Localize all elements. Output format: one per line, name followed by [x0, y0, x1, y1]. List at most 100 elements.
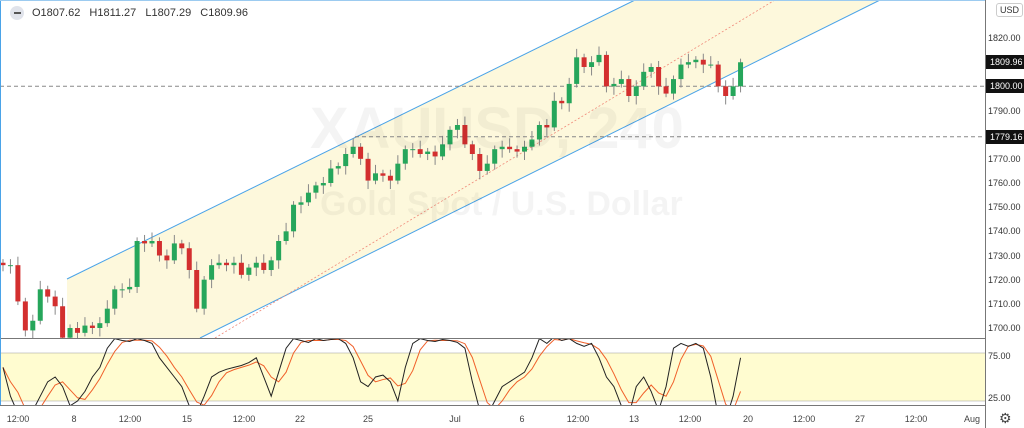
candle-up — [291, 201, 297, 238]
time-tick: 15 — [181, 414, 193, 424]
candle-body — [387, 175, 393, 181]
candle-down — [179, 239, 185, 255]
candle-body — [440, 144, 446, 157]
time-tick: 6 — [519, 414, 525, 424]
candle-body — [417, 149, 423, 155]
candle-down — [581, 53, 587, 74]
candle-up — [305, 184, 311, 206]
candle-body — [37, 289, 43, 321]
candle-body — [648, 67, 654, 72]
candle-up — [112, 285, 118, 315]
candle-down — [656, 60, 662, 95]
candle-body — [60, 306, 66, 338]
candle-up — [551, 92, 557, 132]
candle-up — [298, 196, 304, 214]
candle-up — [268, 256, 274, 277]
candle-body — [529, 139, 535, 147]
channel-mid-line[interactable] — [214, 0, 776, 339]
candle-up — [171, 234, 177, 264]
minus-circle-icon[interactable] — [10, 6, 24, 20]
symbol-watermark: XAUUSD, 240 — [310, 95, 684, 162]
candle-body — [209, 265, 215, 280]
candle-up — [618, 70, 624, 88]
candle-body — [365, 158, 371, 181]
candle-body — [671, 79, 676, 94]
candle-body — [700, 59, 706, 65]
price-tick: 1700.00 — [988, 323, 1021, 333]
price-tick: 1820.00 — [988, 33, 1021, 43]
candle-body — [45, 289, 51, 297]
level-label-1779: 1779.16 — [986, 129, 1024, 144]
candle-body — [611, 83, 617, 87]
candle-down — [469, 140, 475, 161]
candle-body — [164, 255, 170, 261]
candle-up — [685, 53, 691, 69]
candle-body — [410, 149, 416, 151]
candle-up — [7, 259, 13, 274]
candle-up — [104, 300, 110, 327]
channel-lower-line[interactable] — [199, 0, 881, 339]
candle-down — [417, 140, 423, 158]
candle-up — [231, 256, 237, 274]
candle-body — [574, 57, 580, 84]
candle-body — [179, 243, 185, 249]
candle-down — [224, 259, 229, 272]
candle-body — [97, 323, 103, 329]
candle-body — [238, 262, 244, 275]
candle-up — [574, 48, 580, 88]
candle-body — [305, 192, 311, 203]
candle-body — [22, 301, 28, 331]
candle-body — [142, 241, 148, 244]
candle-up — [536, 121, 542, 146]
candle-down — [238, 254, 244, 279]
channel-fill — [67, 0, 880, 338]
candle-up — [253, 256, 259, 277]
time-tick: 12:00 — [232, 414, 256, 424]
candle-up — [82, 317, 88, 337]
candle-body — [678, 64, 684, 80]
candle-up — [738, 58, 744, 93]
time-tick: 12:00 — [118, 414, 142, 424]
candle-down — [0, 259, 6, 272]
time-tick: Aug — [963, 414, 981, 424]
candle-up — [492, 145, 498, 170]
candle-up — [633, 80, 639, 105]
candle-body — [596, 54, 602, 63]
candle-body — [581, 57, 587, 68]
candle-down — [142, 234, 148, 252]
candle-down — [507, 138, 513, 153]
candle-up — [730, 77, 736, 100]
candle-body — [492, 149, 498, 164]
candle-up — [410, 143, 416, 158]
gear-icon[interactable]: ⚙ — [999, 410, 1012, 426]
stoch-tick: 75.00 — [988, 351, 1011, 361]
candle-body — [30, 320, 36, 331]
candle-body — [67, 328, 73, 338]
candle-down — [358, 143, 364, 165]
candle-up — [149, 232, 155, 248]
legend-high: H1811.27 — [89, 7, 137, 19]
channel-upper-line[interactable] — [66, 0, 636, 280]
candle-body — [723, 86, 729, 97]
candle-up — [216, 254, 222, 269]
currency-button[interactable]: USD — [996, 3, 1024, 17]
candle-body — [343, 154, 349, 167]
candle-body — [454, 125, 460, 130]
candle-body — [618, 79, 624, 84]
candle-up — [671, 75, 676, 100]
candle-body — [395, 163, 401, 181]
ohlc-legend: O1807.62 H1811.27 L1807.29 C1809.96 — [10, 6, 254, 20]
price-tick: 1770.00 — [988, 153, 1021, 164]
price-tick: 1720.00 — [988, 274, 1021, 285]
candle-down — [186, 242, 192, 279]
candle-body — [328, 168, 334, 184]
candle-down — [156, 237, 162, 262]
candle-up — [693, 56, 699, 69]
legend-open: O1807.62 — [32, 7, 81, 19]
candle-down — [715, 60, 721, 93]
time-tick: 13 — [628, 414, 640, 424]
candle-down — [544, 118, 550, 136]
candle-body — [7, 265, 13, 267]
candle-up — [119, 283, 125, 298]
